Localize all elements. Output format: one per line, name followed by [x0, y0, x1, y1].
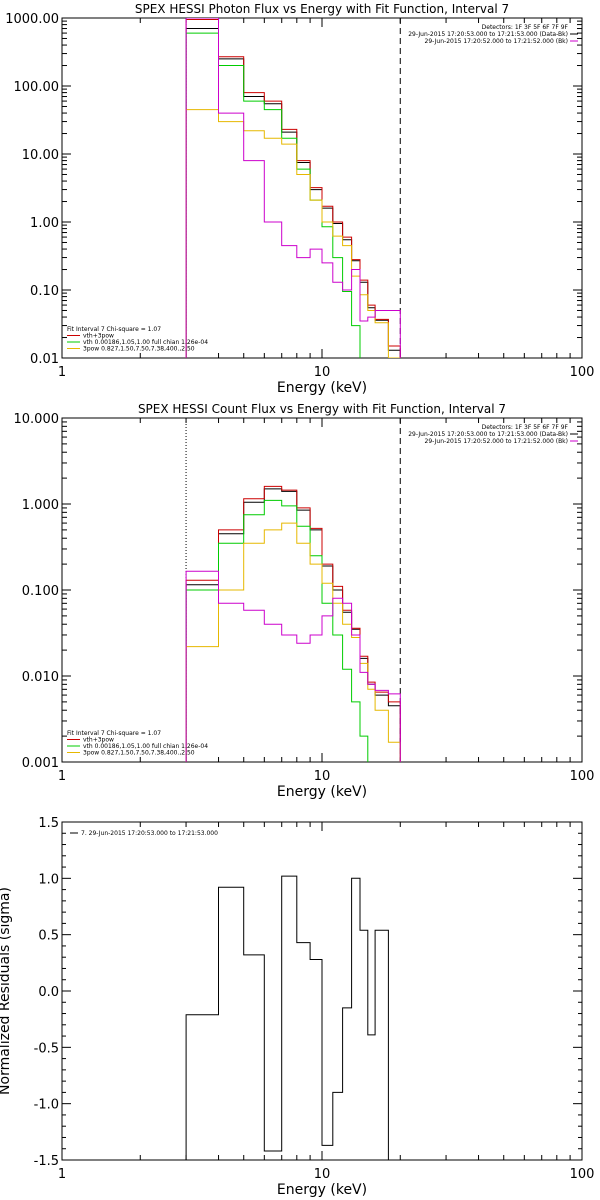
- y-tick-label: 0.010: [22, 670, 59, 685]
- x-tick-label: 1: [58, 365, 66, 380]
- x-axis-label: Energy (keV): [277, 1182, 367, 1198]
- x-tick-label: 100: [570, 1167, 595, 1182]
- x-tick-label: 1: [58, 1167, 66, 1182]
- y-tick-label: 10.000: [14, 412, 60, 427]
- series-data-bk-line: [185, 28, 401, 358]
- chart-title: SPEX HESSI Photon Flux vs Energy with Fi…: [135, 2, 509, 16]
- y-tick-label: 1.5: [38, 816, 59, 831]
- y-tick-label: 0.100: [22, 584, 59, 599]
- legend-text: Fit Interval 7 Chi-square = 1.07: [67, 730, 161, 737]
- series-bk-line: [185, 18, 401, 358]
- y-tick-label: 0.001: [22, 756, 59, 771]
- y-tick-label: 1.00: [30, 216, 59, 231]
- series-vth-line: [185, 499, 369, 762]
- x-axis-label: Energy (keV): [277, 784, 367, 800]
- legend-text: 7. 29-Jun-2015 17:20:53.000 to 17:21:53.…: [81, 830, 218, 837]
- y-tick-label: 10.00: [22, 148, 59, 163]
- series-group: [185, 485, 401, 762]
- header-text: 29-Jun-2015 17:20:53.000 to 17:21:53.000…: [408, 431, 568, 438]
- chart-panel-2: SPEX HESSI Count Flux vs Energy with Fit…: [14, 402, 595, 800]
- header-text: 29-Jun-2015 17:20:52.000 to 17:21:52.000…: [425, 38, 568, 45]
- legend-text: 3pow 0.827,1.50,7.50,7.38,400.,2.50: [83, 750, 195, 757]
- y-tick-label: 0.10: [30, 284, 59, 299]
- chart-panel-1: SPEX HESSI Photon Flux vs Energy with Fi…: [5, 2, 595, 396]
- y-tick-label: 1000.00: [5, 12, 59, 27]
- series-bk-line: [185, 570, 401, 762]
- legend-text: vth 0.00186,1.05,1.00 full chian 1.26e-0…: [83, 339, 208, 346]
- chart-panel-3: 1 10 100 Energy (keV) -1.5 -1.0 -0.5 0.0 0.5 1.0 1…: [0, 816, 595, 1198]
- y-tick-label: -0.5: [34, 1041, 59, 1056]
- x-tick-label: 10: [314, 1167, 331, 1182]
- y-tick-label: -1.0: [34, 1098, 59, 1113]
- y-tick-label: 1.0: [38, 872, 59, 887]
- header-text: 29-Jun-2015 17:20:52.000 to 17:21:52.000…: [425, 438, 568, 445]
- series-group: [185, 875, 389, 1160]
- series-vth-3pow-line: [185, 485, 401, 762]
- y-tick-label: 100.00: [14, 80, 60, 95]
- x-tick-label: 100: [570, 365, 595, 380]
- x-tick-label: 10: [314, 365, 331, 380]
- legend-text: 3pow 0.827,1.50,7.50,7.38,400.,2.50: [83, 346, 195, 353]
- legend-text: vth+3pow: [83, 737, 114, 744]
- y-tick-label: 0.0: [38, 985, 59, 1000]
- header-text: Detectors: 1F 3F 5F 6F 7F 9F: [482, 24, 569, 31]
- x-tick-label: 1: [58, 769, 66, 784]
- legend-text: Fit Interval 7 Chi-square = 1.07: [67, 326, 161, 333]
- legend-text: vth+3pow: [83, 333, 114, 340]
- x-axis-label: Energy (keV): [277, 380, 367, 396]
- series-group: [185, 18, 401, 358]
- y-tick-label: 0.5: [38, 929, 59, 944]
- header-text: Detectors: 1F 3F 5F 6F 7F 9F: [482, 424, 569, 431]
- legend-text: vth 0.00186,1.05,1.00 full chian 1.26e-0…: [83, 743, 208, 750]
- y-tick-label: 0.01: [30, 352, 59, 367]
- y-tick-label: -1.5: [34, 1154, 59, 1169]
- series-3pow-line: [185, 109, 401, 358]
- series-residuals-line: [185, 875, 389, 1160]
- chart-title: SPEX HESSI Count Flux vs Energy with Fit…: [138, 402, 506, 416]
- y-tick-label: 1.000: [22, 498, 59, 513]
- x-tick-label: 100: [570, 769, 595, 784]
- series-vth-3pow-line: [185, 19, 401, 358]
- series-3pow-line: [185, 522, 401, 762]
- x-tick-label: 10: [314, 769, 331, 784]
- y-axis-label: Normalized Residuals (sigma): [0, 887, 13, 1095]
- header-text: 29-Jun-2015 17:20:53.000 to 17:21:53.000…: [408, 31, 568, 38]
